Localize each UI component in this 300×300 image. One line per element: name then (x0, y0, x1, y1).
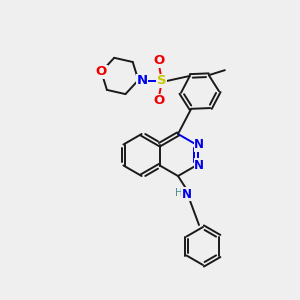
Text: N: N (182, 188, 192, 200)
Text: O: O (153, 54, 164, 68)
Text: N: N (136, 74, 147, 87)
Text: O: O (153, 94, 164, 107)
Text: S: S (157, 74, 166, 87)
Text: N: N (194, 138, 204, 151)
Text: O: O (96, 65, 107, 78)
Text: H: H (175, 188, 183, 198)
Text: N: N (194, 159, 204, 172)
